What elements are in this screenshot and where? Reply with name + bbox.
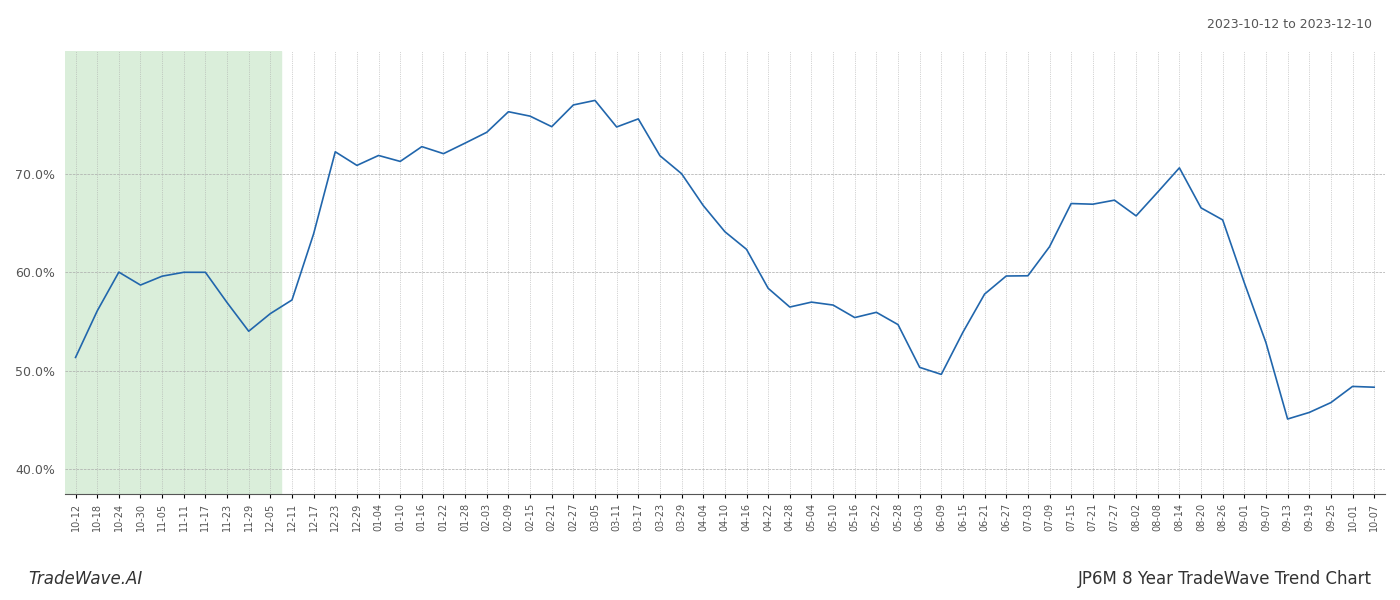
Text: JP6M 8 Year TradeWave Trend Chart: JP6M 8 Year TradeWave Trend Chart bbox=[1078, 570, 1372, 588]
Bar bbox=[64, 51, 281, 494]
Text: 2023-10-12 to 2023-12-10: 2023-10-12 to 2023-12-10 bbox=[1207, 18, 1372, 31]
Text: TradeWave.AI: TradeWave.AI bbox=[28, 570, 143, 588]
